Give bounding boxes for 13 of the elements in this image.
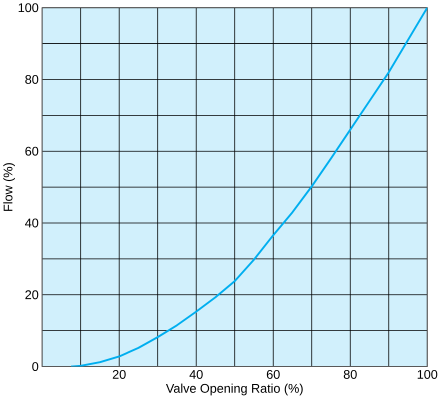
y-tick-label: 80 — [25, 75, 38, 84]
y-tick-label: 20 — [25, 290, 38, 300]
y-tick-label: 60 — [25, 146, 38, 156]
y-tick-label: 40 — [25, 218, 38, 228]
x-tick-label: 100 — [418, 370, 438, 380]
x-tick-label: 40 — [189, 370, 203, 380]
x-tick-label: 20 — [112, 370, 126, 380]
y-tick-label: 0 — [32, 362, 38, 372]
x-axis-title: Valve Opening Ratio (%) — [166, 384, 303, 396]
x-tick-label: 60 — [266, 370, 280, 380]
x-tick-label: 80 — [344, 370, 357, 380]
y-axis-title: Flow (%) — [3, 163, 15, 212]
y-tick-label: 100 — [18, 3, 38, 12]
